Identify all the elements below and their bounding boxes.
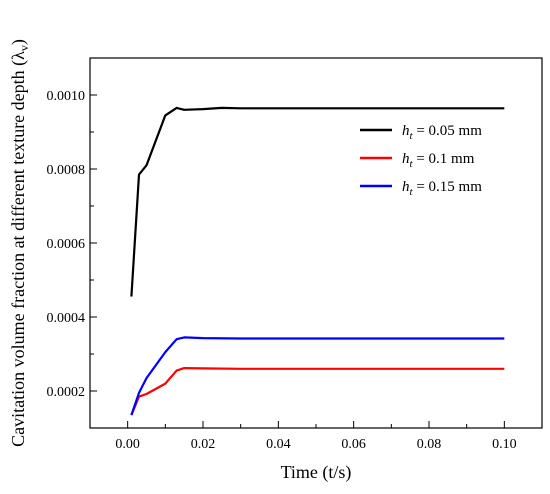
x-tick-label: 0.00 [115,437,140,452]
y-tick-label: 0.0008 [47,163,86,178]
legend-label-main: h [402,123,410,139]
y-axis-ticks: 0.0002 0.0004 0.0006 0.0008 0.0010 [47,89,97,400]
series-line-2 [130,367,505,416]
series-group [130,106,505,416]
legend-label: ht = 0.15 mm [402,179,482,198]
legend-label: ht = 0.05 mm [402,123,482,142]
x-tick-label: 0.06 [341,437,366,452]
legend-label-rest: = 0.15 mm [413,179,483,195]
legend-label: ht = 0.1 mm [402,151,475,170]
y-axis-title-main: Cavitation volume fraction at different … [8,51,29,447]
legend-label-main: h [402,151,410,167]
x-tick-label: 0.04 [266,437,291,452]
x-tick-label: 0.02 [191,437,216,452]
plot-frame [89,57,543,429]
y-tick-label: 0.0006 [47,237,86,252]
x-axis-title: Time (t/s) [281,462,352,483]
series-line-3 [130,336,505,416]
y-tick-label: 0.0010 [47,89,86,104]
legend-label-sub: t [410,186,414,198]
y-axis-title: Cavitation volume fraction at different … [8,39,31,447]
x-axis-ticks: 0.00 0.02 0.04 0.06 0.08 0.10 [115,421,517,452]
legend-label-sub: t [410,130,414,142]
series-line-1 [130,106,505,297]
legend-label-main: h [402,179,410,195]
x-tick-label: 0.10 [492,437,517,452]
legend-label-sub: t [410,158,414,170]
y-axis-title-sub: v [17,45,31,51]
legend-label-rest: = 0.05 mm [413,123,483,139]
y-axis-title-close: ) [8,39,29,45]
legend-label-rest: = 0.1 mm [413,151,475,167]
y-tick-label: 0.0002 [47,385,86,400]
y-tick-label: 0.0004 [47,311,86,326]
x-tick-label: 0.08 [417,437,442,452]
